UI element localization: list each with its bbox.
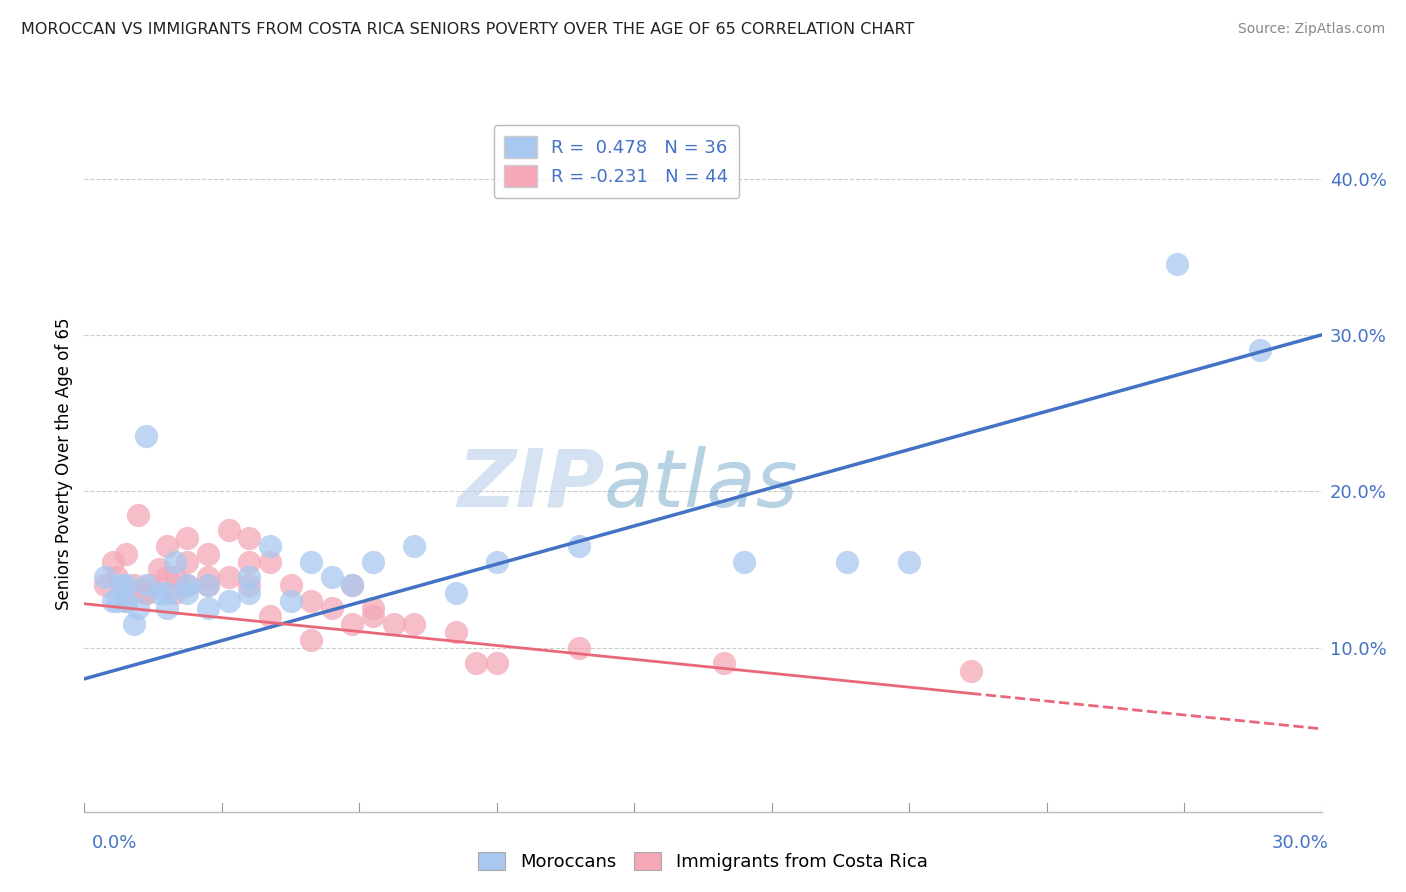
Point [218,593,240,607]
Point [218,570,240,584]
Point [1166,258,1188,272]
Point [404,539,426,553]
Point [135,586,157,600]
Point [444,586,467,600]
Point [156,570,179,584]
Text: Source: ZipAtlas.com: Source: ZipAtlas.com [1237,22,1385,37]
Point [485,555,508,569]
Legend: Moroccans, Immigrants from Costa Rica: Moroccans, Immigrants from Costa Rica [471,845,935,879]
Point [465,656,488,670]
Point [122,578,145,592]
Point [94,578,117,592]
Text: 0.0%: 0.0% [91,834,136,852]
Point [382,617,405,632]
Point [148,586,170,600]
Point [361,609,384,624]
Point [713,656,735,670]
Point [321,601,343,615]
Point [259,609,281,624]
Point [197,570,219,584]
Point [176,586,198,600]
Point [135,578,157,592]
Point [135,586,157,600]
Point [238,531,260,545]
Point [218,523,240,537]
Point [156,586,179,600]
Text: atlas: atlas [605,446,799,524]
Point [299,632,322,647]
Point [238,578,260,592]
Point [568,539,591,553]
Point [103,555,125,569]
Point [238,555,260,569]
Point [342,578,364,592]
Text: MOROCCAN VS IMMIGRANTS FROM COSTA RICA SENIORS POVERTY OVER THE AGE OF 65 CORREL: MOROCCAN VS IMMIGRANTS FROM COSTA RICA S… [21,22,914,37]
Point [156,539,179,553]
Point [165,586,187,600]
Point [299,593,322,607]
Point [568,640,591,655]
Point [197,547,219,561]
Point [280,578,302,592]
Point [114,593,136,607]
Point [259,555,281,569]
Point [103,593,125,607]
Point [404,617,426,632]
Text: 30.0%: 30.0% [1272,834,1329,852]
Point [837,555,859,569]
Point [733,555,755,569]
Point [197,578,219,592]
Point [176,555,198,569]
Point [94,570,117,584]
Point [361,555,384,569]
Point [485,656,508,670]
Point [165,570,187,584]
Point [238,570,260,584]
Point [148,562,170,576]
Point [197,601,219,615]
Point [342,617,364,632]
Point [342,578,364,592]
Point [105,570,128,584]
Point [299,555,322,569]
Point [114,547,136,561]
Point [361,601,384,615]
Text: ZIP: ZIP [457,446,605,524]
Point [960,664,983,678]
Point [176,578,198,592]
Point [259,539,281,553]
Point [127,601,149,615]
Point [176,578,198,592]
Point [280,593,302,607]
Point [898,555,921,569]
Y-axis label: Seniors Poverty Over the Age of 65: Seniors Poverty Over the Age of 65 [55,318,73,610]
Point [139,578,162,592]
Point [165,555,187,569]
Point [238,586,260,600]
Point [1249,343,1271,358]
Point [127,508,149,522]
Point [321,570,343,584]
Point [156,601,179,615]
Point [135,429,157,443]
Point [114,578,136,592]
Point [176,531,198,545]
Point [110,578,132,592]
Point [114,593,136,607]
Point [122,617,145,632]
Legend: R =  0.478   N = 36, R = -0.231   N = 44: R = 0.478 N = 36, R = -0.231 N = 44 [494,125,740,198]
Point [444,624,467,639]
Point [105,593,128,607]
Point [197,578,219,592]
